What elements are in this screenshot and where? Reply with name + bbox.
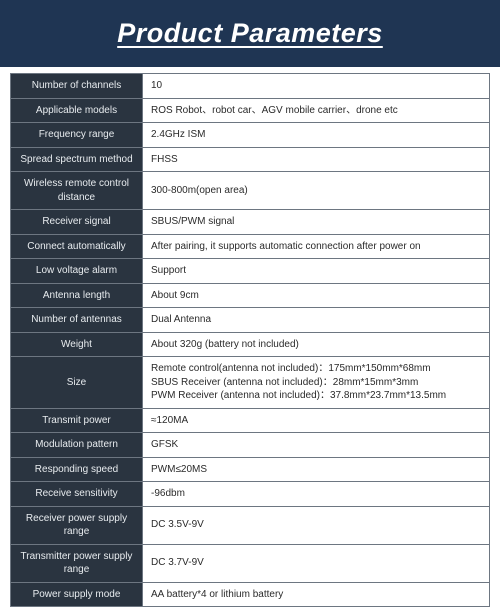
- spec-value: 2.4GHz ISM: [143, 123, 490, 148]
- spec-label: Number of channels: [11, 74, 143, 99]
- spec-value: Dual Antenna: [143, 308, 490, 333]
- table-row: Wireless remote control distance300-800m…: [11, 172, 490, 210]
- spec-value: SBUS/PWM signal: [143, 210, 490, 235]
- header-bar: Product Parameters: [0, 0, 500, 67]
- spec-label: Modulation pattern: [11, 433, 143, 458]
- spec-label: Responding speed: [11, 457, 143, 482]
- table-row: Low voltage alarmSupport: [11, 259, 490, 284]
- spec-value: GFSK: [143, 433, 490, 458]
- table-row: SizeRemote control(antenna not included)…: [11, 357, 490, 409]
- table-row: Receiver power supply rangeDC 3.5V-9V: [11, 506, 490, 544]
- table-row: Receive sensitivity-96dbm: [11, 482, 490, 507]
- spec-table: Number of channels10Applicable modelsROS…: [10, 73, 490, 607]
- spec-table-body: Number of channels10Applicable modelsROS…: [11, 74, 490, 607]
- table-row: Spread spectrum methodFHSS: [11, 147, 490, 172]
- spec-value: DC 3.5V-9V: [143, 506, 490, 544]
- table-row: Connect automaticallyAfter pairing, it s…: [11, 234, 490, 259]
- spec-value: About 9cm: [143, 283, 490, 308]
- table-row: Responding speedPWM≤20MS: [11, 457, 490, 482]
- table-row: Number of channels10: [11, 74, 490, 99]
- spec-label: Size: [11, 357, 143, 409]
- spec-label: Connect automatically: [11, 234, 143, 259]
- spec-value: -96dbm: [143, 482, 490, 507]
- spec-value: ROS Robot、robot car、AGV mobile carrier、d…: [143, 98, 490, 123]
- spec-label: Applicable models: [11, 98, 143, 123]
- table-row: Power supply modeAA battery*4 or lithium…: [11, 582, 490, 607]
- spec-label: Low voltage alarm: [11, 259, 143, 284]
- spec-value: FHSS: [143, 147, 490, 172]
- spec-label: Receive sensitivity: [11, 482, 143, 507]
- spec-label: Receiver power supply range: [11, 506, 143, 544]
- spec-label: Wireless remote control distance: [11, 172, 143, 210]
- table-row: Antenna lengthAbout 9cm: [11, 283, 490, 308]
- spec-label: Transmit power: [11, 408, 143, 433]
- spec-label: Power supply mode: [11, 582, 143, 607]
- table-row: Number of antennasDual Antenna: [11, 308, 490, 333]
- spec-value: 300-800m(open area): [143, 172, 490, 210]
- spec-value: AA battery*4 or lithium battery: [143, 582, 490, 607]
- spec-label: Weight: [11, 332, 143, 357]
- spec-value: ≈120MA: [143, 408, 490, 433]
- spec-label: Frequency range: [11, 123, 143, 148]
- spec-value: Remote control(antenna not included)：175…: [143, 357, 490, 409]
- table-row: Transmit power≈120MA: [11, 408, 490, 433]
- spec-label: Spread spectrum method: [11, 147, 143, 172]
- spec-label: Transmitter power supply range: [11, 544, 143, 582]
- table-row: Modulation patternGFSK: [11, 433, 490, 458]
- page-title: Product Parameters: [117, 18, 383, 49]
- table-row: WeightAbout 320g (battery not included): [11, 332, 490, 357]
- table-row: Applicable modelsROS Robot、robot car、AGV…: [11, 98, 490, 123]
- spec-value: 10: [143, 74, 490, 99]
- spec-value: After pairing, it supports automatic con…: [143, 234, 490, 259]
- table-row: Frequency range2.4GHz ISM: [11, 123, 490, 148]
- spec-table-wrapper: Number of channels10Applicable modelsROS…: [0, 67, 500, 607]
- table-row: Receiver signalSBUS/PWM signal: [11, 210, 490, 235]
- table-row: Transmitter power supply rangeDC 3.7V-9V: [11, 544, 490, 582]
- spec-value: About 320g (battery not included): [143, 332, 490, 357]
- spec-value: PWM≤20MS: [143, 457, 490, 482]
- spec-value: Support: [143, 259, 490, 284]
- spec-value: DC 3.7V-9V: [143, 544, 490, 582]
- spec-label: Number of antennas: [11, 308, 143, 333]
- spec-label: Receiver signal: [11, 210, 143, 235]
- spec-label: Antenna length: [11, 283, 143, 308]
